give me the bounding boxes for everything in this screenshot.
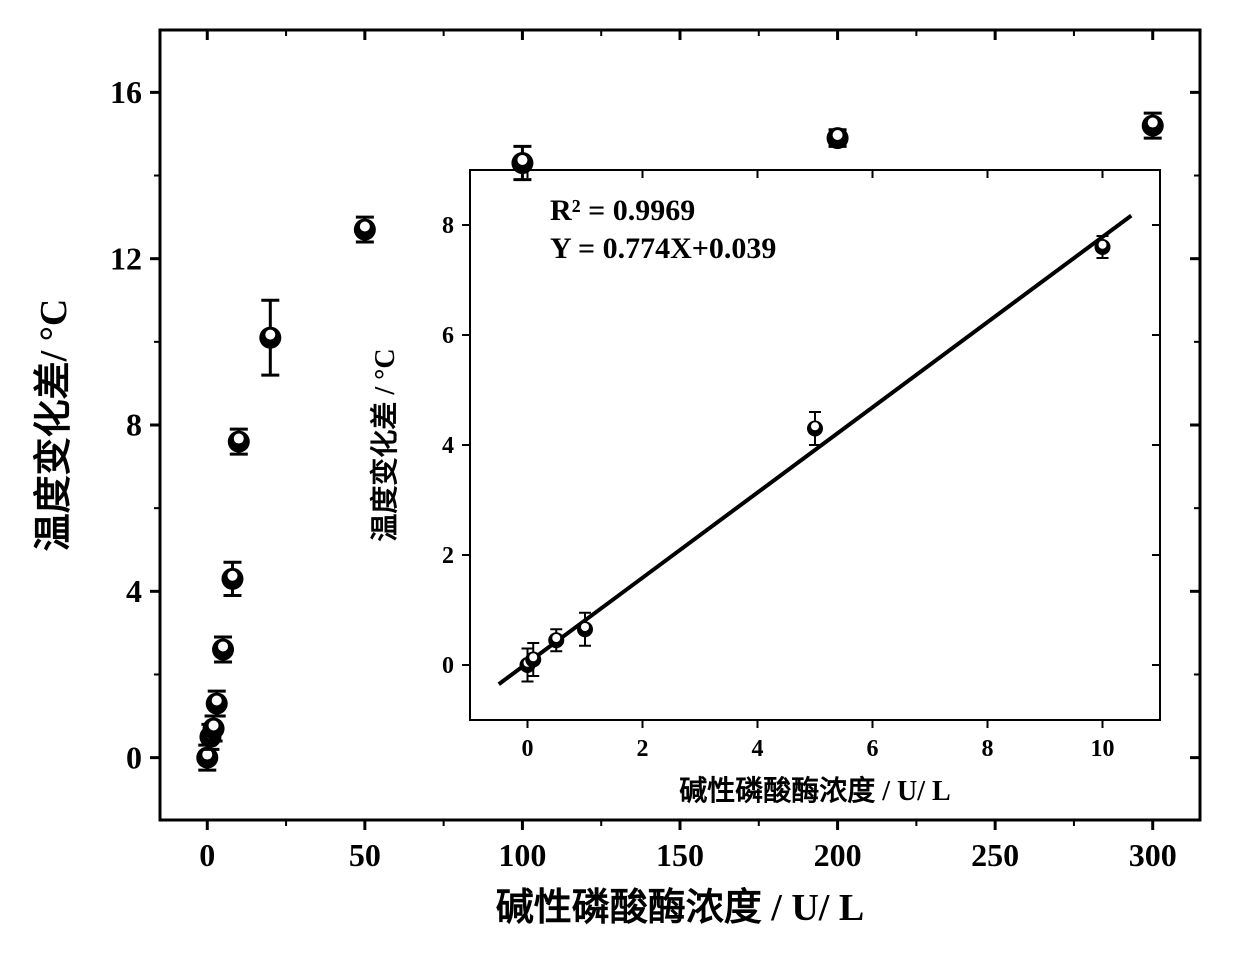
data-point-highlight: [833, 130, 843, 140]
data-point-highlight: [529, 653, 537, 661]
y-tick-label: 8: [442, 213, 454, 239]
main-plot-frame: [160, 30, 1200, 820]
y-tick-label: 12: [110, 240, 142, 276]
data-point-highlight: [209, 720, 219, 730]
fit-line: [499, 216, 1132, 685]
annotation-r2: R² = 0.9969: [550, 194, 695, 227]
y-tick-label: 4: [126, 573, 142, 609]
x-tick-label: 0: [199, 837, 215, 873]
data-point-highlight: [202, 750, 212, 760]
x-tick-label: 8: [982, 736, 994, 762]
x-tick-label: 2: [637, 736, 649, 762]
data-point-highlight: [581, 623, 589, 631]
y-tick-label: 6: [442, 323, 454, 349]
x-tick-label: 4: [752, 736, 764, 762]
x-tick-label: 6: [867, 736, 879, 762]
data-point-highlight: [360, 221, 370, 231]
inset-ylabel: 温度变化差 / °C: [368, 348, 401, 541]
y-tick-label: 4: [442, 433, 454, 459]
inset-xlabel: 碱性磷酸酶浓度 / U/ L: [679, 775, 950, 807]
y-tick-label: 0: [126, 739, 142, 775]
data-point-highlight: [811, 422, 819, 430]
data-point-highlight: [234, 434, 244, 444]
x-tick-label: 200: [814, 837, 862, 873]
x-tick-label: 50: [349, 837, 381, 873]
y-tick-label: 16: [110, 74, 142, 110]
annotation-eq: Y = 0.774X+0.039: [550, 232, 776, 265]
data-point-highlight: [552, 634, 560, 642]
x-tick-label: 300: [1129, 837, 1177, 873]
y-tick-label: 8: [126, 407, 142, 443]
x-tick-label: 150: [656, 837, 704, 873]
x-tick-label: 0: [522, 736, 534, 762]
data-point-highlight: [1099, 241, 1107, 249]
x-tick-label: 250: [971, 837, 1019, 873]
main-xlabel: 碱性磷酸酶浓度 / U/ L: [496, 887, 864, 929]
data-point-highlight: [227, 571, 237, 581]
data-point-highlight: [517, 155, 527, 165]
data-point-highlight: [265, 330, 275, 340]
data-point-highlight: [1148, 118, 1158, 128]
x-tick-label: 100: [498, 837, 546, 873]
main-ylabel: 温度变化差/ °C: [33, 299, 75, 552]
data-point-highlight: [218, 641, 228, 651]
y-tick-label: 0: [442, 653, 454, 679]
main-chart-svg: 0501001502002503000481216碱性磷酸酶浓度 / U/ L温…: [0, 0, 1240, 960]
data-point-highlight: [212, 695, 222, 705]
y-tick-label: 2: [442, 543, 454, 569]
x-tick-label: 10: [1091, 736, 1115, 762]
chart-container: 0501001502002503000481216碱性磷酸酶浓度 / U/ L温…: [0, 0, 1240, 960]
